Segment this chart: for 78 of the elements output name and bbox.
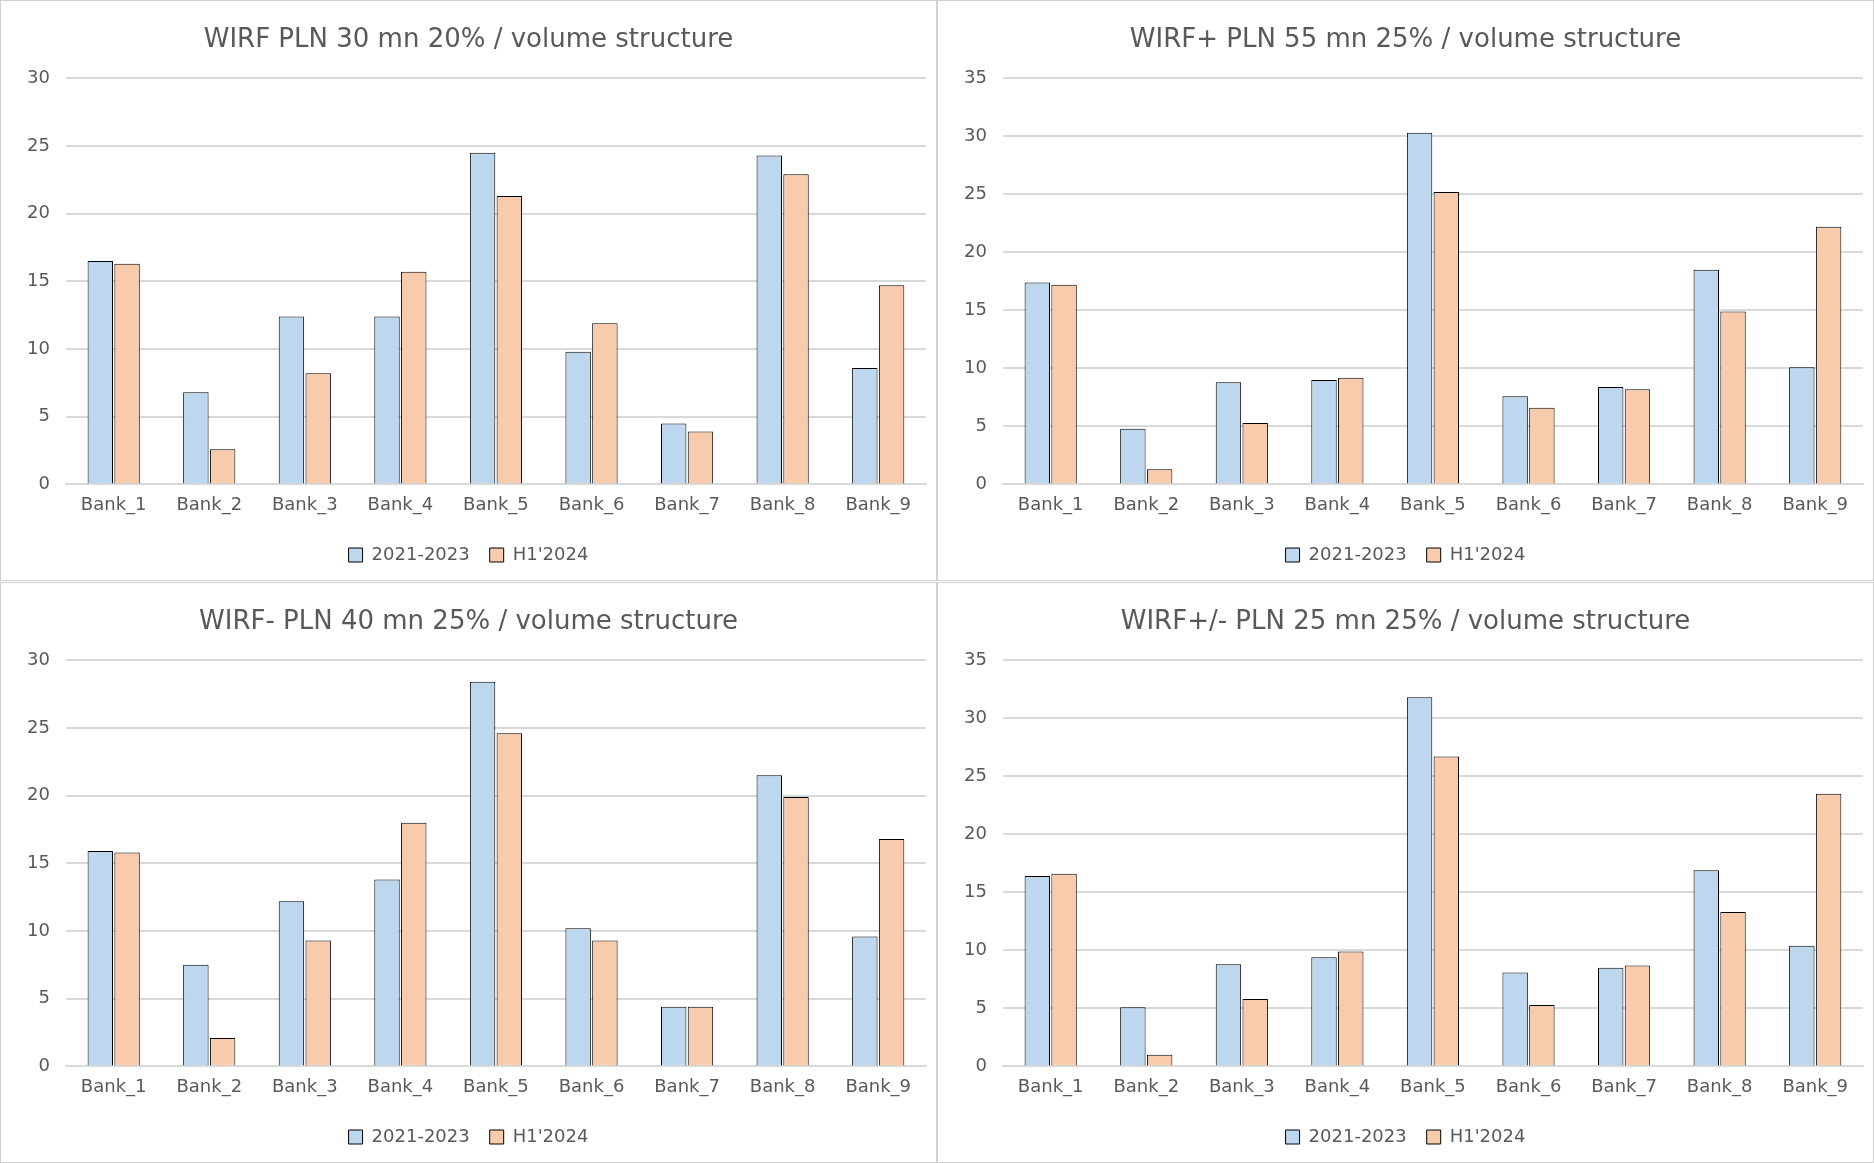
x-tick-label: Bank_7 [1591,1074,1657,1097]
x-tick-label: Bank_8 [749,1074,816,1097]
y-tick-label: 5 [38,985,50,1007]
x-tick-label: Bank_1 [80,492,147,515]
y-tick-label: 10 [27,918,50,940]
x-tick-label: Bank_8 [749,492,816,515]
x-tick-label: Bank_1 [1017,492,1084,515]
x-tick-label: Bank_7 [654,1074,720,1097]
y-tick-label: 20 [964,239,987,261]
y-tick-label: 20 [27,201,50,223]
x-tick-label: Bank_2 [1113,1074,1180,1097]
legend-label: H1'2024 [512,1124,589,1146]
y-tick-label: 30 [27,647,50,669]
x-tick-label: Bank_4 [367,492,434,515]
y-tick-label: 0 [975,472,987,494]
y-tick-label: 15 [27,850,50,872]
x-tick-label: Bank_1 [1017,1074,1084,1097]
x-tick-label: Bank_6 [1495,492,1562,515]
y-tick-label: 25 [27,715,50,737]
x-tick-label: Bank_2 [176,1074,243,1097]
chart-title: WIRF+ PLN 55 mn 25% / volume structure [1129,23,1682,54]
x-tick-label: Bank_2 [176,492,243,515]
x-tick-label: Bank_8 [1686,492,1753,515]
x-tick-label: Bank_8 [1686,1074,1753,1097]
y-tick-label: 30 [27,65,50,87]
y-tick-label: 20 [27,782,50,804]
y-tick-label: 0 [38,472,50,494]
x-tick-label: Bank_7 [1591,492,1657,515]
y-tick-label: 15 [964,879,987,901]
y-tick-label: 0 [975,1053,987,1075]
legend-label: 2021-2023 [371,1124,470,1146]
x-tick-label: Bank_9 [845,492,912,515]
x-tick-label: Bank_3 [1208,1074,1275,1097]
x-tick-label: Bank_4 [1304,1074,1371,1097]
y-tick-label: 5 [975,414,987,436]
x-tick-label: Bank_4 [367,1074,434,1097]
y-tick-label: 15 [27,268,50,290]
legend-label: 2021-2023 [1308,1124,1407,1146]
y-tick-label: 5 [38,404,50,426]
x-tick-label: Bank_5 [1400,1074,1466,1097]
y-tick-label: 25 [27,133,50,155]
y-tick-label: 10 [964,937,987,959]
y-tick-label: 35 [964,65,987,87]
x-tick-label: Bank_6 [558,1074,625,1097]
y-tick-label: 0 [38,1053,50,1075]
y-tick-label: 20 [964,821,987,843]
y-tick-label: 25 [964,181,987,203]
x-tick-label: Bank_5 [463,492,529,515]
x-tick-label: Bank_6 [558,492,625,515]
legend-label: 2021-2023 [1308,542,1407,564]
y-tick-label: 15 [964,297,987,319]
y-tick-label: 30 [964,123,987,145]
x-tick-label: Bank_5 [463,1074,529,1097]
x-tick-label: Bank_9 [1782,492,1849,515]
x-tick-label: Bank_5 [1400,492,1466,515]
legend-label: H1'2024 [1449,1124,1526,1146]
y-tick-label: 10 [27,336,50,358]
chart-title: WIRF+/- PLN 25 mn 25% / volume structure [1120,604,1691,635]
chart-title: WIRF PLN 30 mn 20% / volume structure [203,23,734,54]
y-tick-label: 5 [975,995,987,1017]
chart-title: WIRF- PLN 40 mn 25% / volume structure [199,604,738,635]
x-tick-label: Bank_9 [1782,1074,1849,1097]
y-tick-label: 30 [964,705,987,727]
x-tick-label: Bank_6 [1495,1074,1562,1097]
legend-label: H1'2024 [512,542,589,564]
y-tick-label: 25 [964,763,987,785]
x-tick-label: Bank_3 [271,1074,338,1097]
y-tick-label: 35 [964,647,987,669]
x-tick-label: Bank_1 [80,1074,147,1097]
x-tick-label: Bank_2 [1113,492,1180,515]
legend-label: 2021-2023 [371,542,470,564]
legend-label: H1'2024 [1449,542,1526,564]
x-tick-label: Bank_9 [845,1074,912,1097]
x-tick-label: Bank_4 [1304,492,1371,515]
x-tick-label: Bank_7 [654,492,720,515]
x-tick-label: Bank_3 [271,492,338,515]
x-tick-label: Bank_3 [1208,492,1275,515]
y-tick-label: 10 [964,356,987,378]
